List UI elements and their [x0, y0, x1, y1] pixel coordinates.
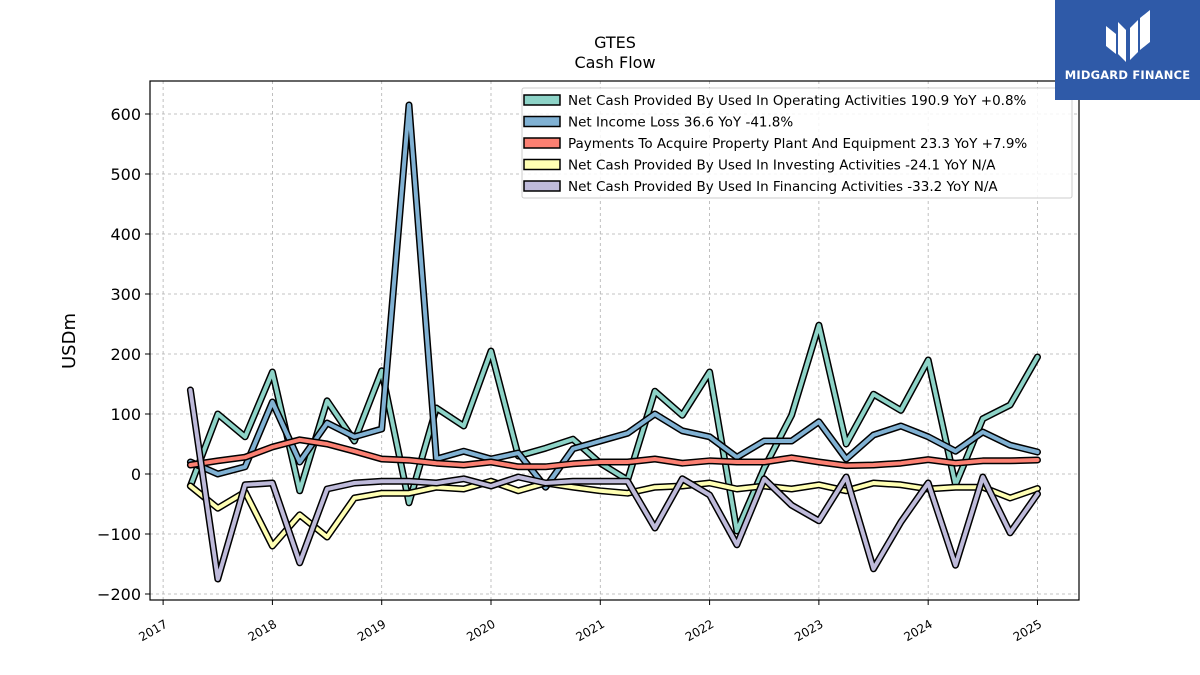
legend-label-2: Payments To Acquire Property Plant And E…: [568, 136, 1027, 152]
legend-swatch-4: [523, 180, 561, 192]
y-tick-label: 200: [110, 345, 141, 364]
y-tick-label: −100: [97, 525, 141, 544]
legend-label-3: Net Cash Provided By Used In Investing A…: [568, 158, 996, 174]
legend-label-0: Net Cash Provided By Used In Operating A…: [568, 93, 1027, 109]
series-4-line: [188, 388, 1040, 581]
y-tick-label: 600: [110, 105, 141, 124]
x-tick-label: 2019: [355, 617, 388, 644]
series-1-line: [188, 103, 1040, 490]
x-tick-label: 2018: [246, 617, 279, 644]
x-tick-label: 2021: [574, 617, 607, 644]
x-tick-label: 2022: [683, 617, 716, 644]
y-tick-label: −200: [97, 585, 141, 604]
series-3-line: [188, 479, 1040, 548]
chart-title: GTES: [594, 33, 636, 52]
legend-label-1: Net Income Loss 36.6 YoY -41.8%: [568, 115, 793, 131]
plot-frame: [149, 80, 1080, 601]
legend-swatch-2: [523, 137, 561, 149]
y-tick-label: 400: [110, 225, 141, 244]
series-0-line: [188, 323, 1040, 533]
x-tick-label: 2017: [136, 617, 169, 644]
series-lines: [186, 101, 1041, 583]
series-2-line: [188, 437, 1040, 469]
legend-swatch-0: [523, 94, 561, 106]
legend: Net Cash Provided By Used In Operating A…: [521, 87, 1073, 199]
legend-swatch-1: [523, 115, 561, 128]
y-tick-label: 500: [110, 165, 141, 184]
x-tick-label: 2024: [901, 617, 934, 644]
y-tick-label: 100: [110, 405, 141, 424]
x-tick-label: 2025: [1011, 617, 1044, 644]
logo: MIDGARD FINANCE: [1055, 0, 1200, 100]
y-tick-label: 0: [131, 465, 141, 484]
y-axis-label: USDm: [59, 313, 80, 369]
legend-swatch-3: [523, 158, 561, 171]
y-tick-label: 300: [110, 285, 141, 304]
chart-subtitle: Cash Flow: [574, 53, 655, 72]
logo-text: MIDGARD FINANCE: [1064, 68, 1191, 82]
x-tick-label: 2023: [792, 617, 825, 644]
logo-mark-icon: [1106, 10, 1150, 62]
legend-box: [521, 87, 1073, 199]
legend-label-4: Net Cash Provided By Used In Financing A…: [568, 179, 998, 195]
x-tick-label: 2020: [464, 617, 497, 644]
